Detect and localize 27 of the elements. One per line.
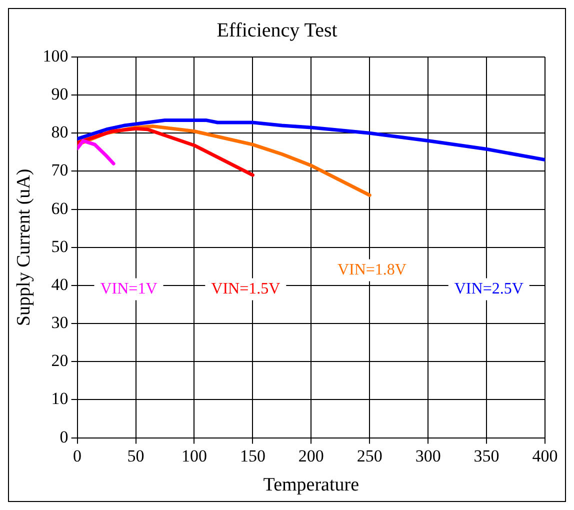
x-axis-title: Temperature <box>263 474 360 496</box>
x-tick-label: 400 <box>532 446 558 466</box>
y-tick-label: 30 <box>51 313 68 332</box>
y-tick-label: 0 <box>60 427 68 446</box>
text: VIN=1V <box>100 280 158 298</box>
text: VIN=1.5V <box>211 280 281 298</box>
x-tick-label: 50 <box>127 446 144 466</box>
x-tick-label: 300 <box>415 446 441 466</box>
y-tick-label: 80 <box>51 122 68 142</box>
y-tick-label: 40 <box>51 274 68 294</box>
x-tick-label: 0 <box>73 446 82 466</box>
x-tick-label: 350 <box>474 446 500 466</box>
y-tick-label: 100 <box>42 46 68 66</box>
y-tick-label: 60 <box>51 198 68 218</box>
y-tick-label: 10 <box>51 389 68 408</box>
text: VIN=1.8V <box>337 261 407 278</box>
y-tick-label: 70 <box>51 160 68 180</box>
x-tick-label: 150 <box>240 446 266 466</box>
x-tick-label: 200 <box>298 446 324 466</box>
chart-title: Efficiency Test <box>216 19 338 42</box>
text: VIN=2.5V <box>454 280 524 298</box>
x-tick-label: 250 <box>356 446 382 466</box>
x-tick-label: 100 <box>181 446 207 466</box>
y-tick-label: 50 <box>51 236 68 256</box>
y-tick-label: 20 <box>51 351 68 370</box>
y-tick-label: 90 <box>51 84 68 104</box>
y-axis-title: Supply Current (uA) <box>13 168 34 326</box>
